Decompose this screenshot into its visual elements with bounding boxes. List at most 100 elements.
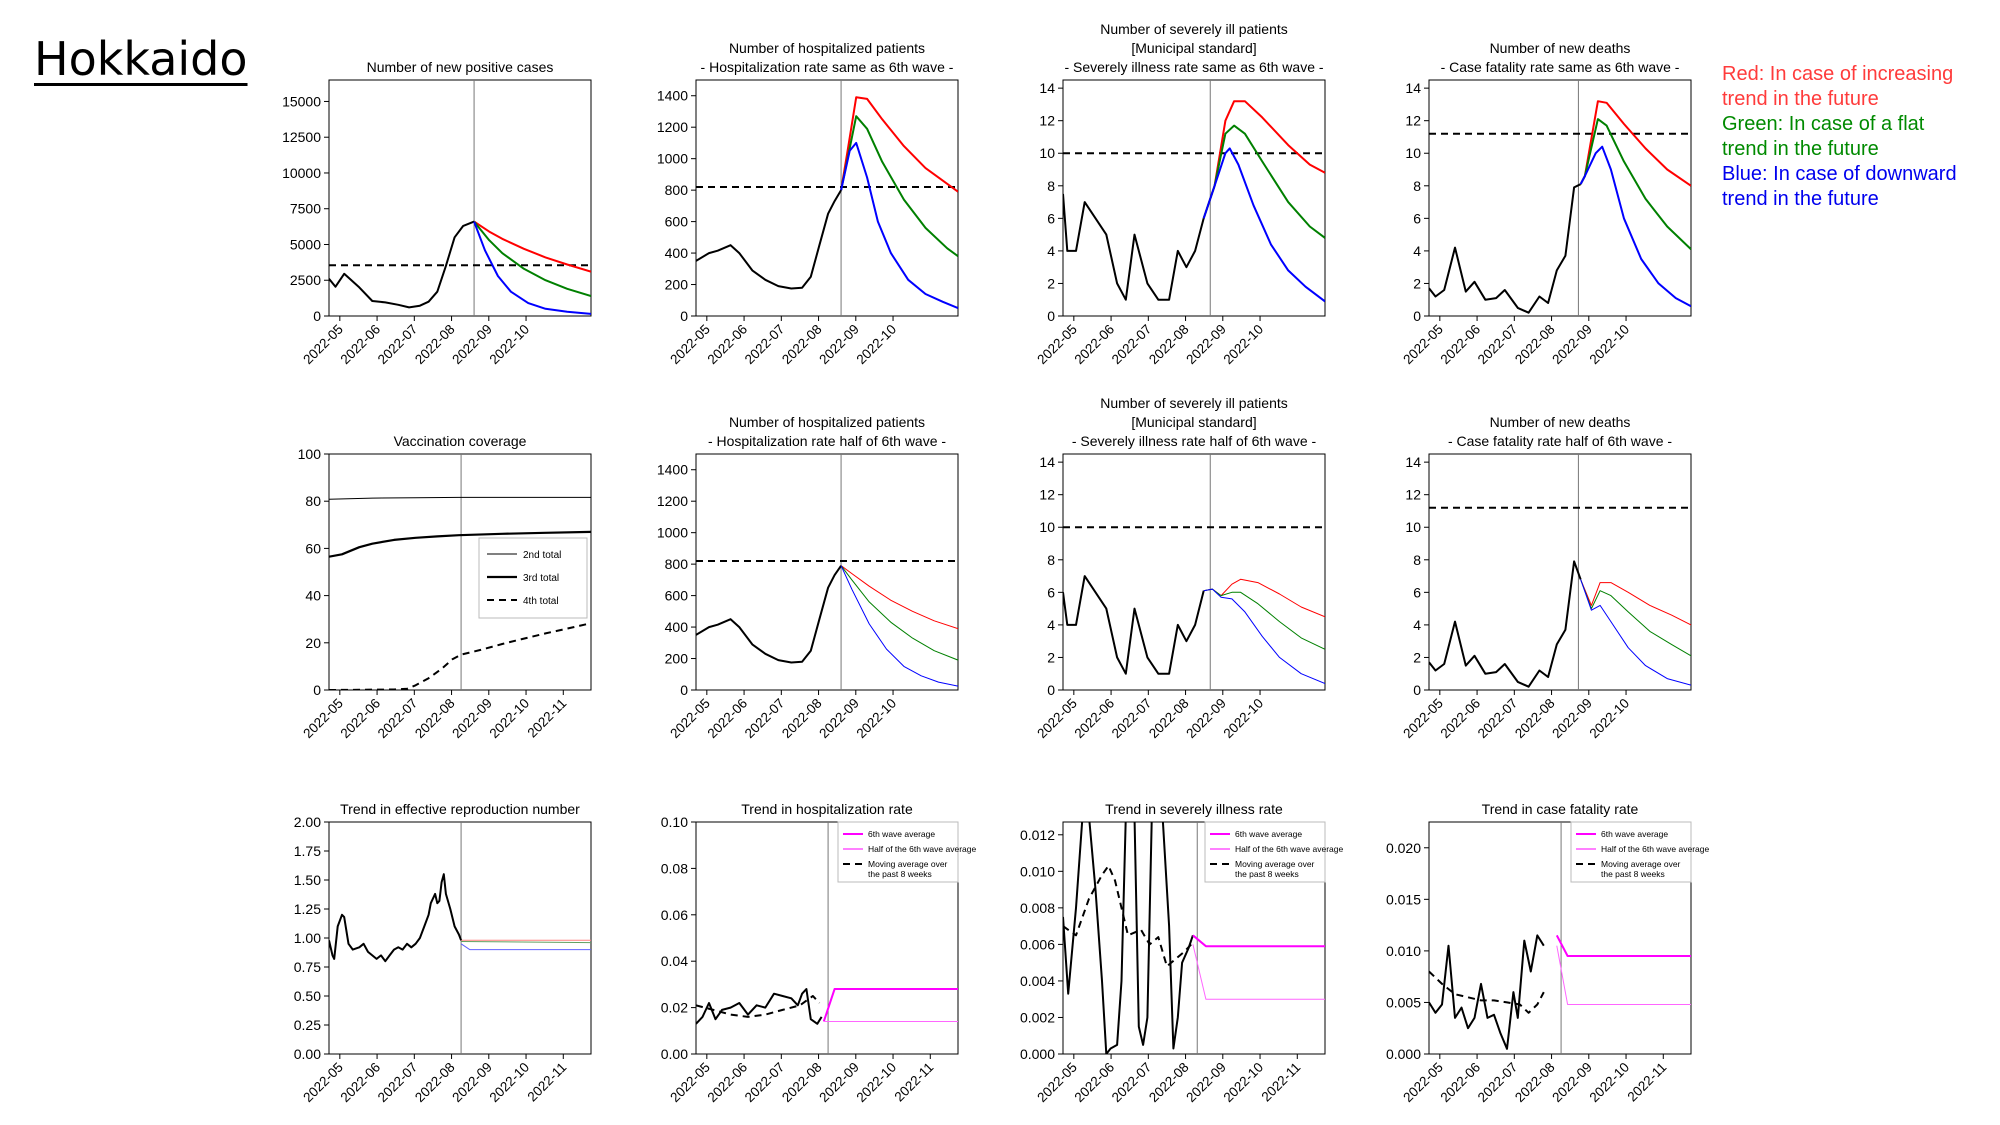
y-tick-label: 0.06 <box>661 907 688 923</box>
series-line-2 <box>473 220 591 297</box>
y-tick-label: 0.08 <box>661 860 688 876</box>
y-tick-label: 5000 <box>290 236 321 252</box>
chart-title: Vaccination coverage <box>394 433 527 449</box>
scenario-red-line2: trend in the future <box>1722 88 1879 110</box>
y-tick-label: 0.006 <box>1020 936 1055 952</box>
plot-frame <box>1428 79 1692 317</box>
chart-title: - Case fatality rate same as 6th wave - <box>1441 59 1680 75</box>
y-tick-label: 1200 <box>657 119 688 135</box>
plot-frame <box>1062 821 1326 1055</box>
x-tick-label: 2022-09 <box>1183 696 1229 742</box>
legend-box <box>837 821 959 883</box>
scenario-blue-line2: trend in the future <box>1722 188 1879 210</box>
chart-hosp-half: Number of hospitalized patients - Hospita… <box>657 414 959 742</box>
chart-title: Number of new deaths <box>1490 414 1631 430</box>
x-tick-label: 2022-08 <box>1146 322 1192 368</box>
series-line-2 <box>1192 934 1325 948</box>
x-tick-label: 2022-08 <box>412 322 458 368</box>
x-tick-label: 2022-07 <box>1475 1060 1521 1106</box>
x-tick-label: 2022-06 <box>338 1060 384 1106</box>
x-tick-label: 2022-11 <box>524 1060 569 1105</box>
series-line-0 <box>1429 560 1582 688</box>
y-tick-label: 600 <box>665 588 689 604</box>
y-tick-label: 1.50 <box>294 872 321 888</box>
y-tick-label: 12 <box>1405 113 1421 129</box>
series-group <box>1063 100 1325 303</box>
x-tick-label: 2022-05 <box>300 696 346 742</box>
x-tick-label: 2022-08 <box>412 696 458 742</box>
x-tick-label: 2022-11 <box>1258 1060 1303 1105</box>
x-tick-label: 2022-09 <box>449 322 495 368</box>
series-line-2 <box>1555 934 1691 957</box>
y-tick-label: 2500 <box>290 272 321 288</box>
x-tick-label: 2022-11 <box>1624 1060 1669 1105</box>
x-tick-label: 2022-05 <box>1034 322 1080 368</box>
legend-label: Half of the 6th wave average <box>1235 844 1343 854</box>
y-tick-label: 4 <box>1047 243 1055 259</box>
y-tick-label: 0 <box>1047 308 1055 324</box>
legend-label: 6th wave average <box>1601 829 1668 839</box>
x-tick-label: 2022-10 <box>1221 696 1267 742</box>
chart-severe-half: Number of severely ill patients [Municipa… <box>1034 395 1326 742</box>
legend-label: Moving average over <box>1601 859 1681 869</box>
y-tick-label: 0.010 <box>1020 863 1055 879</box>
y-tick-label: 1.00 <box>294 930 321 946</box>
y-tick-label: 0.000 <box>1386 1046 1421 1062</box>
series-line-3 <box>1580 579 1691 686</box>
y-tick-label: 6 <box>1047 210 1055 226</box>
chart-title: [Municipal standard] <box>1131 40 1256 56</box>
y-tick-label: 2 <box>1047 649 1055 665</box>
plot-frame <box>328 79 592 317</box>
x-tick-label: 2022-08 <box>779 696 825 742</box>
series-line-1 <box>840 565 958 630</box>
y-tick-label: 2 <box>1413 649 1421 665</box>
y-tick-label: 8 <box>1413 178 1421 194</box>
x-tick-label: 2022-06 <box>1438 322 1484 368</box>
series-line-3 <box>1203 588 1325 684</box>
y-tick-label: 8 <box>1047 178 1055 194</box>
x-tick-label: 2022-06 <box>1072 1060 1118 1106</box>
x-tick-label: 2022-10 <box>487 1060 533 1106</box>
series-group <box>329 220 591 315</box>
y-tick-label: 0 <box>1413 682 1421 698</box>
plot-frame <box>695 821 959 1055</box>
y-tick-label: 10 <box>1039 519 1055 535</box>
x-tick-label: 2022-10 <box>487 696 533 742</box>
y-tick-label: 12 <box>1039 487 1055 503</box>
series-group <box>696 988 958 1025</box>
x-tick-label: 2022-07 <box>742 696 788 742</box>
chart-new-cases: Number of new positive cases 0 2500 5000 750… <box>282 59 592 368</box>
x-tick-label: 2022-07 <box>375 1060 421 1106</box>
y-tick-label: 0.020 <box>1386 840 1421 856</box>
y-tick-label: 0.50 <box>294 988 321 1004</box>
series-line-3 <box>1579 145 1691 308</box>
series-line-3 <box>1202 147 1325 303</box>
series-group <box>1429 560 1691 688</box>
x-tick-label: 2022-08 <box>1512 322 1558 368</box>
series-line-1 <box>1580 579 1691 626</box>
series-line-0 <box>329 220 475 309</box>
x-tick-label: 2022-06 <box>1072 322 1118 368</box>
series-group <box>329 496 591 690</box>
y-tick-label: 12 <box>1039 113 1055 129</box>
x-tick-label: 2022-08 <box>412 1060 458 1106</box>
y-tick-label: 400 <box>665 619 689 635</box>
series-line-3 <box>840 565 958 687</box>
series-line-3 <box>840 141 958 310</box>
x-tick-label: 2022-06 <box>338 696 384 742</box>
series-line-2 <box>840 565 958 661</box>
y-tick-label: 40 <box>305 588 321 604</box>
y-tick-label: 0 <box>1047 682 1055 698</box>
y-tick-label: 0.000 <box>1020 1046 1055 1062</box>
x-tick-label: 2022-09 <box>1183 322 1229 368</box>
series-line-2 <box>1203 588 1325 650</box>
y-tick-label: 0 <box>313 308 321 324</box>
legend-label: Half of the 6th wave average <box>868 844 976 854</box>
x-tick-label: 2022-08 <box>1512 696 1558 742</box>
y-tick-label: 2 <box>1047 275 1055 291</box>
legend-label: the past 8 weeks <box>868 869 932 879</box>
x-tick-label: 2022-06 <box>705 322 751 368</box>
y-tick-label: 0.04 <box>661 953 688 969</box>
y-tick-label: 1000 <box>657 151 688 167</box>
series-group <box>1063 822 1325 1054</box>
